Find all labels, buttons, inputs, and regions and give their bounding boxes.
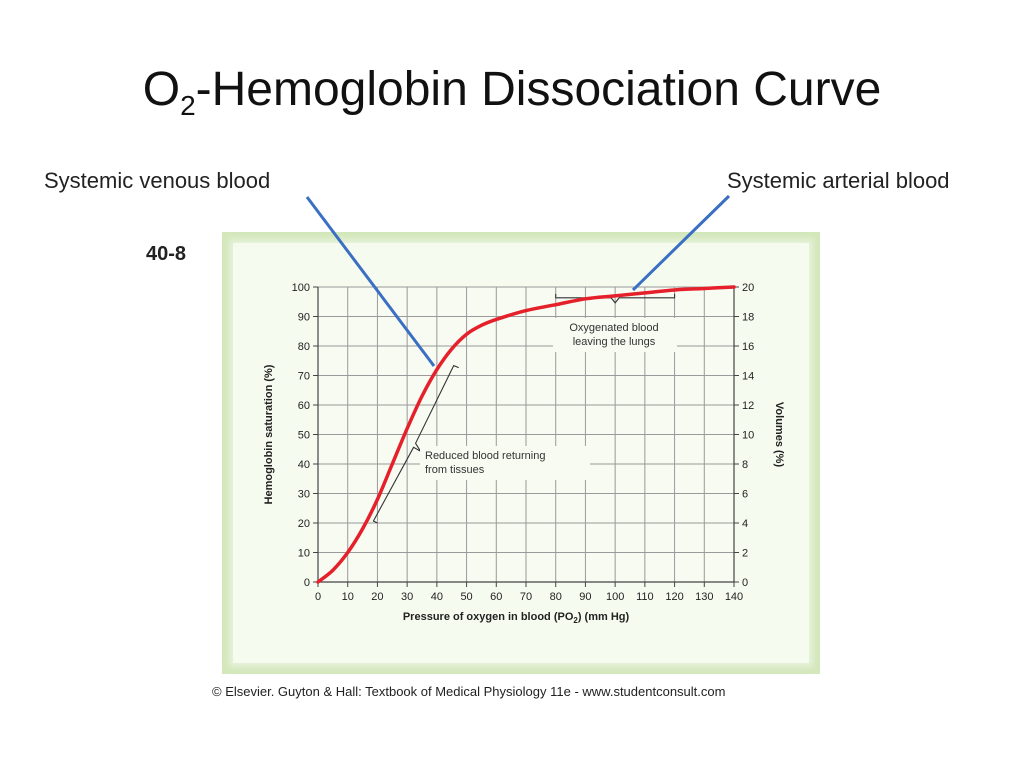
y2-axis-title: Volumes (%) xyxy=(773,402,785,468)
reduced-label-bg xyxy=(420,446,590,480)
x-tick-label: 20 xyxy=(371,591,383,603)
title-rest: -Hemoglobin Dissociation Curve xyxy=(195,63,882,116)
y-axis-title: Hemoglobin saturation (%) xyxy=(263,364,275,504)
x-tick-label: 130 xyxy=(695,591,713,603)
reduced-label-line: from tissues xyxy=(425,464,485,476)
x-tick-label: 30 xyxy=(401,591,413,603)
oxygenated-label-line: Oxygenated blood xyxy=(569,322,658,334)
x-tick-label: 50 xyxy=(460,591,472,603)
y2-tick-label: 16 xyxy=(742,341,754,353)
copyright-credit: © Elsevier. Guyton & Hall: Textbook of M… xyxy=(212,684,726,699)
x-tick-label: 60 xyxy=(490,591,502,603)
callout-lines-layer xyxy=(305,194,731,367)
figure-number: 40-8 xyxy=(146,243,187,265)
y2-tick-label: 18 xyxy=(742,312,754,324)
x-axis-title: Pressure of oxygen in blood (PO2) (mm Hg… xyxy=(403,611,630,625)
x-tick-label: 70 xyxy=(520,591,532,603)
y-tick-label: 70 xyxy=(298,371,310,383)
y-tick-label: 0 xyxy=(304,577,310,589)
x-tick-label: 120 xyxy=(665,591,683,603)
x-tick-label: 10 xyxy=(342,591,354,603)
x-tick-label: 0 xyxy=(315,591,321,603)
y-tick-label: 80 xyxy=(298,341,310,353)
x-tick-label: 80 xyxy=(550,591,562,603)
x-tick-label: 110 xyxy=(636,591,654,603)
y2-tick-label: 8 xyxy=(742,459,748,471)
annotation-layer: Oxygenated blood leaving the lungs Reduced… xyxy=(372,293,677,524)
y-tick-label: 100 xyxy=(292,282,310,294)
curve-layer xyxy=(316,285,736,584)
axis-labels-layer: Pressure of oxygen in blood (PO2) (mm Hg… xyxy=(263,364,785,625)
title-main: O xyxy=(142,63,181,116)
oxygenated-brace xyxy=(555,293,676,304)
y-tick-label: 90 xyxy=(298,312,310,324)
y2-tick-label: 2 xyxy=(742,548,748,560)
y-tick-label: 30 xyxy=(298,489,310,501)
oxygenated-label-bg xyxy=(553,318,677,352)
x-tick-label: 100 xyxy=(606,591,624,603)
dissociation-curve xyxy=(316,285,736,584)
axis-layer: 0 10 20 30 40 50 60 70 80 90 100 110 120 130 140010203… xyxy=(292,282,755,603)
y-tick-label: 40 xyxy=(298,459,310,471)
reduced-label-line: Reduced blood returning xyxy=(425,450,545,462)
callout-arterial-line xyxy=(631,194,731,292)
oxygenated-label-line: leaving the lungs xyxy=(573,336,656,348)
y-tick-label: 20 xyxy=(298,518,310,530)
y-tick-label: 10 xyxy=(298,548,310,560)
y2-tick-label: 6 xyxy=(742,489,748,501)
y2-tick-label: 0 xyxy=(742,577,748,589)
callout-venous-label: Systemic venous blood xyxy=(44,168,271,193)
x-tick-label: 90 xyxy=(579,591,591,603)
y2-tick-label: 10 xyxy=(742,430,754,442)
title-subscript: 2 xyxy=(180,90,196,121)
x-tick-label: 140 xyxy=(725,591,743,603)
x-tick-label: 40 xyxy=(431,591,443,603)
y2-tick-label: 12 xyxy=(742,400,754,412)
y2-tick-label: 4 xyxy=(742,518,748,530)
callout-venous-line xyxy=(305,196,436,367)
slide-title: O2-Hemoglobin Dissociation Curve xyxy=(0,62,1024,122)
y2-tick-label: 20 xyxy=(742,282,754,294)
callout-arterial-label: Systemic arterial blood xyxy=(727,168,950,193)
y2-tick-label: 14 xyxy=(742,371,754,383)
y-tick-label: 60 xyxy=(298,400,310,412)
y-tick-label: 50 xyxy=(298,430,310,442)
